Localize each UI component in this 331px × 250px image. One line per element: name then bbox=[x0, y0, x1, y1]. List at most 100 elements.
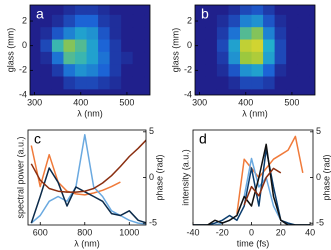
plot-area bbox=[30, 134, 146, 225]
heatmap-cell bbox=[205, 51, 218, 65]
y2-axis-label: phase (rad) bbox=[154, 154, 164, 200]
heatmap-cell bbox=[263, 76, 276, 90]
heatmap-cell bbox=[195, 64, 206, 78]
heatmap-cell bbox=[132, 5, 145, 16]
x-axis-label: λ (nm) bbox=[242, 108, 268, 118]
y-tick-label: 0 bbox=[22, 40, 27, 50]
heatmap-cell bbox=[240, 51, 253, 65]
heatmap-cell bbox=[228, 14, 241, 28]
heatmap-cell bbox=[109, 39, 122, 53]
series-line bbox=[243, 167, 282, 206]
heatmap-cell bbox=[75, 27, 88, 41]
y-axis-label: glass (mm) bbox=[170, 28, 180, 73]
heatmap-cell bbox=[121, 5, 134, 16]
plot-area bbox=[30, 5, 150, 95]
y-tick-label: 0 bbox=[187, 40, 192, 50]
heatmap-cell bbox=[109, 64, 122, 78]
heatmap-cell bbox=[216, 64, 229, 78]
heatmap-cell bbox=[132, 51, 145, 65]
heatmap-cell bbox=[216, 27, 229, 41]
heatmap-cell bbox=[132, 76, 145, 90]
panel-letter: b bbox=[201, 6, 209, 22]
plot-area bbox=[193, 135, 311, 225]
heatmap-cell bbox=[205, 14, 218, 28]
heatmap-cell bbox=[75, 5, 88, 16]
heatmap-cell bbox=[251, 5, 264, 16]
panel: -40 -20 0 20 40-5 0 5 time (fs) intensity (a.u.)… bbox=[180, 126, 331, 248]
heatmap-cell bbox=[121, 27, 134, 41]
heatmap-cell bbox=[86, 64, 99, 78]
heatmap-cell bbox=[30, 5, 41, 16]
heatmap-cell bbox=[109, 27, 122, 41]
heatmap-cell bbox=[109, 51, 122, 65]
heatmap-cell bbox=[121, 51, 134, 65]
heatmap-cell bbox=[51, 5, 64, 16]
y2-tick-label: 5 bbox=[149, 126, 154, 136]
heatmap-cell bbox=[30, 76, 41, 90]
heatmap-cell bbox=[216, 39, 229, 53]
y-tick-label: -4 bbox=[19, 89, 27, 99]
x-tick-label: -40 bbox=[186, 227, 199, 237]
series-line bbox=[30, 134, 146, 225]
heatmap-cell bbox=[251, 14, 264, 28]
heatmap-cell bbox=[98, 39, 111, 53]
x-tick-label: 500 bbox=[284, 97, 299, 107]
heatmap-cell bbox=[30, 51, 41, 65]
heatmap-cell bbox=[216, 5, 229, 16]
heatmap-cell bbox=[251, 76, 264, 90]
heatmap-cell bbox=[51, 76, 64, 90]
x-axis-label: λ (nm) bbox=[74, 238, 100, 248]
heatmap-cell bbox=[40, 27, 53, 41]
heatmap-cell bbox=[98, 14, 111, 28]
heatmap-cell bbox=[205, 5, 218, 16]
x-tick-label: 500 bbox=[119, 97, 134, 107]
heatmap-cell bbox=[297, 76, 310, 90]
heatmap-cell bbox=[240, 14, 253, 28]
panel: 600 800 1000 -5 0 5 λ (nm) spectral power (a.u.… bbox=[15, 126, 164, 248]
heatmap-cell bbox=[51, 27, 64, 41]
series-line bbox=[30, 139, 146, 193]
y2-tick-label: -5 bbox=[149, 218, 157, 228]
heatmap-cell bbox=[263, 14, 276, 28]
heatmap-cell bbox=[30, 64, 41, 78]
heatmap-cell bbox=[205, 64, 218, 78]
heatmap-cell bbox=[121, 76, 134, 90]
heatmap-cell bbox=[205, 27, 218, 41]
x-tick-label: 40 bbox=[305, 227, 315, 237]
x-tick-label: -20 bbox=[216, 227, 229, 237]
heatmap-cell bbox=[286, 51, 299, 65]
x-tick-label: 800 bbox=[77, 227, 92, 237]
heatmap-cell bbox=[86, 5, 99, 16]
heatmap-cell bbox=[228, 76, 241, 90]
heatmap-cell bbox=[40, 51, 53, 65]
heatmap-cell bbox=[109, 14, 122, 28]
heatmap-cell bbox=[274, 5, 287, 16]
heatmap-cell bbox=[263, 64, 276, 78]
heatmap-cell bbox=[195, 27, 206, 41]
y-axis-label: intensity (a.u.) bbox=[180, 149, 190, 206]
heatmap-cell bbox=[274, 76, 287, 90]
heatmap-cell bbox=[240, 5, 253, 16]
heatmap-cell bbox=[297, 51, 310, 65]
panel-letter: c bbox=[34, 131, 41, 147]
heatmap-cell bbox=[86, 27, 99, 41]
heatmap-cell bbox=[195, 76, 206, 90]
heatmap-cell bbox=[286, 39, 299, 53]
heatmap-cell bbox=[286, 76, 299, 90]
y2-tick-label: 5 bbox=[316, 126, 321, 136]
y-tick-label: -4 bbox=[184, 89, 192, 99]
heatmap-cell bbox=[228, 27, 241, 41]
heatmap-cell bbox=[109, 5, 122, 16]
heatmap-cell bbox=[75, 39, 88, 53]
heatmap-cell bbox=[98, 27, 111, 41]
heatmap-cell bbox=[63, 14, 76, 28]
heatmap-cell bbox=[63, 76, 76, 90]
heatmap-cell bbox=[274, 39, 287, 53]
heatmap-cell bbox=[216, 14, 229, 28]
heatmap-cell bbox=[63, 51, 76, 65]
y-tick-label: 2 bbox=[22, 15, 27, 25]
heatmap-cell bbox=[274, 64, 287, 78]
heatmap-cell bbox=[98, 64, 111, 78]
y-tick-label: 2 bbox=[187, 15, 192, 25]
heatmap-cell bbox=[30, 39, 41, 53]
